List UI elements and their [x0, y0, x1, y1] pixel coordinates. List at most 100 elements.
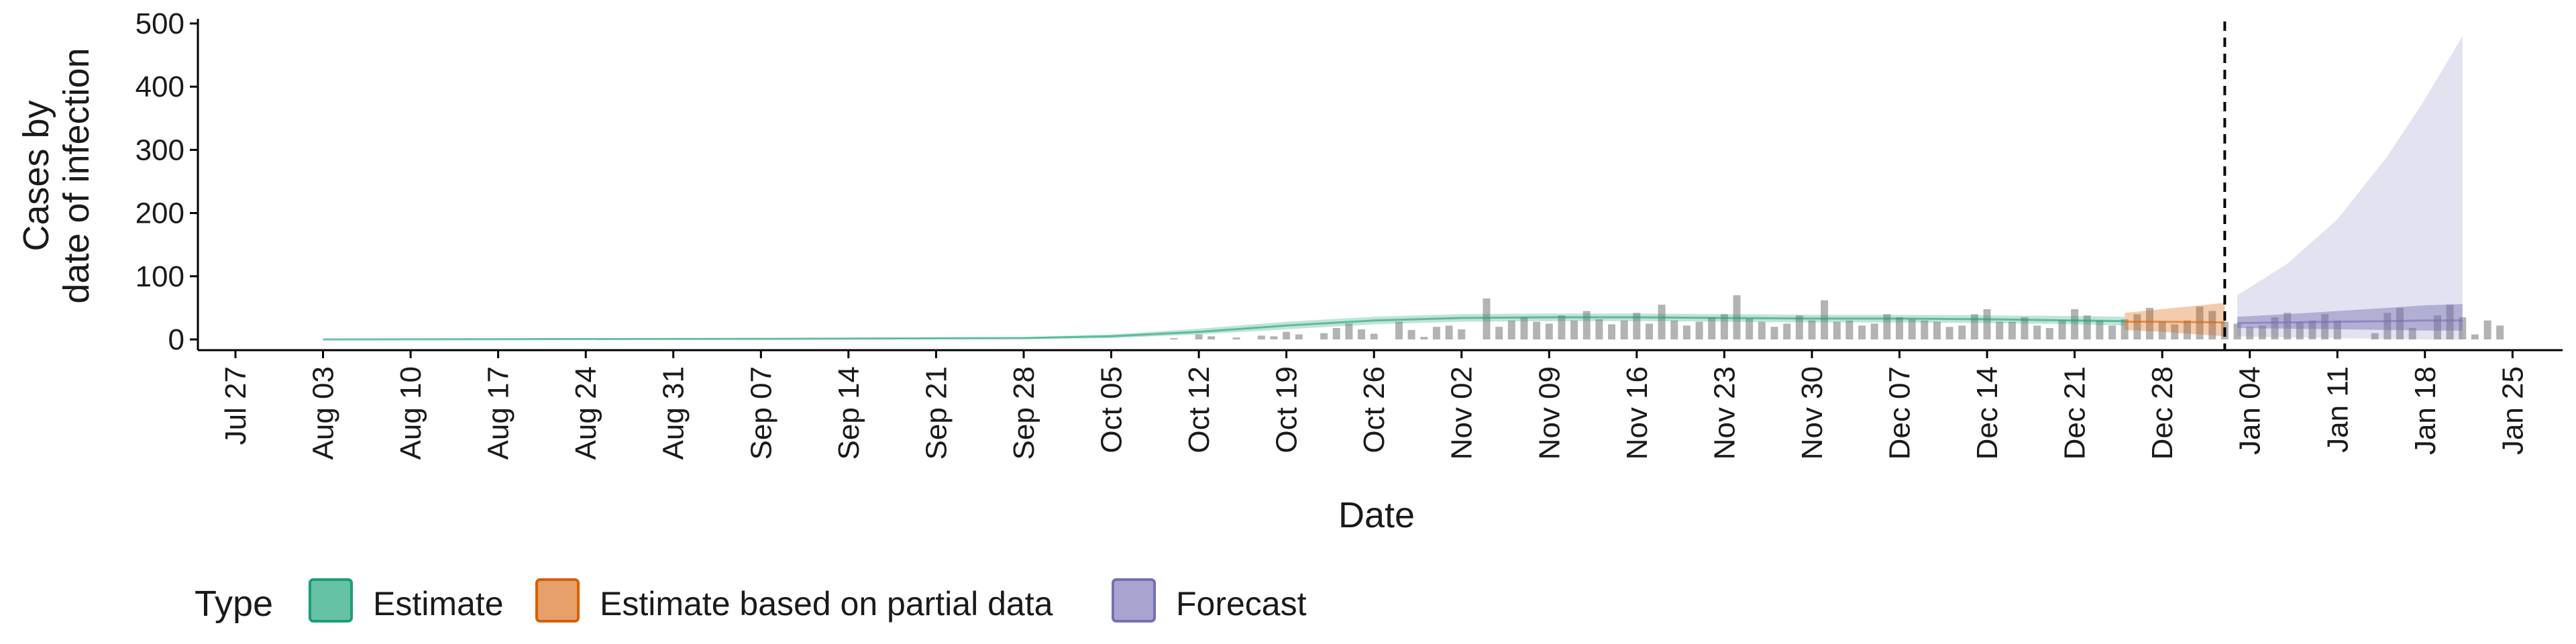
- x-tick-label: Aug 03: [307, 366, 340, 460]
- observed-case-bar: [2271, 317, 2279, 339]
- observed-case-bar: [2146, 307, 2153, 339]
- x-tick-label: Dec 21: [2059, 366, 2092, 460]
- observed-case-bar: [2296, 321, 2304, 339]
- observed-case-bar: [2133, 314, 2141, 339]
- observed-case-bar: [2058, 320, 2066, 339]
- observed-case-bar: [2308, 320, 2316, 339]
- observed-case-bar: [1257, 335, 1265, 339]
- observed-case-bar: [2033, 325, 2041, 339]
- x-tick-label: Sep 21: [920, 366, 953, 460]
- observed-case-bar: [1646, 323, 1653, 339]
- observed-case-bar: [1420, 337, 1428, 339]
- observed-case-bar: [2108, 325, 2116, 339]
- observed-case-bar: [1533, 321, 1541, 339]
- observed-case-bar: [1458, 329, 1466, 339]
- x-tick-label: Nov 02: [1446, 366, 1479, 460]
- x-tick-label: Jan 25: [2496, 366, 2529, 455]
- observed-case-bar: [1345, 323, 1353, 339]
- observed-case-bar: [2471, 334, 2479, 339]
- observed-case-bar: [2021, 317, 2029, 339]
- observed-case-bar: [1445, 325, 1453, 339]
- observed-case-bar: [1821, 300, 1829, 339]
- observed-case-bar: [1720, 314, 1728, 339]
- observed-case-bar: [1833, 321, 1841, 339]
- y-axis-title: Cases by date of infection: [16, 48, 97, 303]
- observed-case-bar: [1970, 314, 1978, 339]
- y-tick-label: 500: [136, 7, 184, 40]
- observed-case-bar: [2246, 327, 2254, 339]
- observed-case-bar: [1658, 305, 1666, 339]
- observed-case-bar: [1845, 320, 1854, 339]
- legend-entry: Forecast: [1112, 578, 1307, 623]
- observed-case-bar: [2121, 319, 2129, 339]
- observed-case-bar: [1358, 329, 1365, 339]
- observed-case-bar: [1708, 317, 1716, 339]
- x-tick-label: Jan 18: [2409, 366, 2442, 455]
- x-tick-label: Nov 16: [1621, 366, 1654, 460]
- observed-case-bar: [2396, 307, 2404, 339]
- x-tick-label: Oct 12: [1183, 366, 1216, 453]
- observed-case-bar: [2284, 313, 2292, 339]
- observed-case-bar: [2408, 328, 2416, 339]
- observed-case-bar: [1795, 315, 1803, 339]
- x-tick-label: Aug 24: [570, 366, 602, 460]
- x-tick-label: Nov 09: [1533, 366, 1566, 460]
- x-axis-title: Date: [1338, 495, 1415, 535]
- forecast-line: [2237, 319, 2463, 324]
- x-tick-label: Aug 17: [482, 366, 515, 460]
- partial-estimate-band: [2125, 303, 2225, 337]
- observed-case-bar: [2383, 313, 2392, 339]
- y-tick-label: 400: [136, 70, 184, 103]
- observed-case-bar: [1295, 334, 1303, 339]
- observed-case-bar: [2371, 333, 2379, 339]
- observed-case-bar: [1558, 315, 1566, 339]
- x-tick-label: Oct 26: [1358, 366, 1391, 453]
- observed-case-bar: [1395, 321, 1403, 339]
- observed-case-bar: [2333, 320, 2341, 339]
- x-tick-label: Dec 14: [1971, 366, 2004, 460]
- observed-case-bar: [1870, 323, 1878, 339]
- observed-case-bar: [2083, 315, 2091, 339]
- observed-case-bar: [2483, 320, 2491, 339]
- observed-case-bar: [2233, 323, 2241, 339]
- legend-label: Estimate based on partial data: [600, 585, 1053, 623]
- legend-title: Type: [195, 584, 273, 624]
- legend-entry: Estimate: [309, 578, 504, 623]
- observed-case-bar: [2045, 328, 2053, 339]
- observed-case-bar: [1758, 321, 1766, 339]
- legend-entry: Estimate based on partial data: [535, 578, 1053, 623]
- y-tick-label: 300: [136, 133, 184, 166]
- observed-case-bar: [1933, 321, 1941, 339]
- x-tick-label: Oct 05: [1095, 366, 1128, 453]
- plot-area: [323, 21, 2504, 350]
- observed-case-bar: [1783, 323, 1791, 339]
- x-tick-label: Aug 31: [657, 366, 690, 460]
- observed-case-bar: [2321, 314, 2329, 339]
- observed-case-bar: [1520, 317, 1528, 339]
- observed-case-bar: [2208, 311, 2216, 339]
- observed-case-bar: [1633, 313, 1641, 339]
- observed-case-bar: [2071, 309, 2079, 339]
- legend-swatch: [1112, 578, 1156, 623]
- observed-case-bar: [1332, 328, 1340, 339]
- observed-case-bar: [1945, 327, 1953, 339]
- observed-case-bar: [1958, 325, 1966, 339]
- x-tick-label: Sep 28: [1008, 366, 1040, 460]
- y-axis-title-line-1: Cases by: [16, 100, 56, 251]
- observed-case-bar: [1883, 314, 1891, 339]
- y-tick-label: 0: [168, 323, 184, 356]
- observed-case-bar: [2008, 321, 2016, 339]
- observed-case-bar: [1170, 338, 1178, 339]
- observed-case-bar: [1407, 329, 1415, 339]
- observed-case-bar: [1283, 331, 1291, 339]
- observed-case-bar: [1896, 317, 1903, 339]
- x-tick-label: Jul 27: [219, 366, 252, 445]
- estimate-line: [323, 316, 2125, 341]
- legend-swatch: [535, 578, 580, 623]
- observed-case-bar: [2434, 315, 2441, 339]
- y-axis: 0 100 200 300 400 500: [136, 7, 199, 356]
- estimate-band: [323, 313, 2125, 339]
- partial-estimate-line: [2125, 321, 2225, 324]
- observed-case-bar: [2258, 325, 2266, 339]
- forecast-inner-band: [2237, 304, 2463, 331]
